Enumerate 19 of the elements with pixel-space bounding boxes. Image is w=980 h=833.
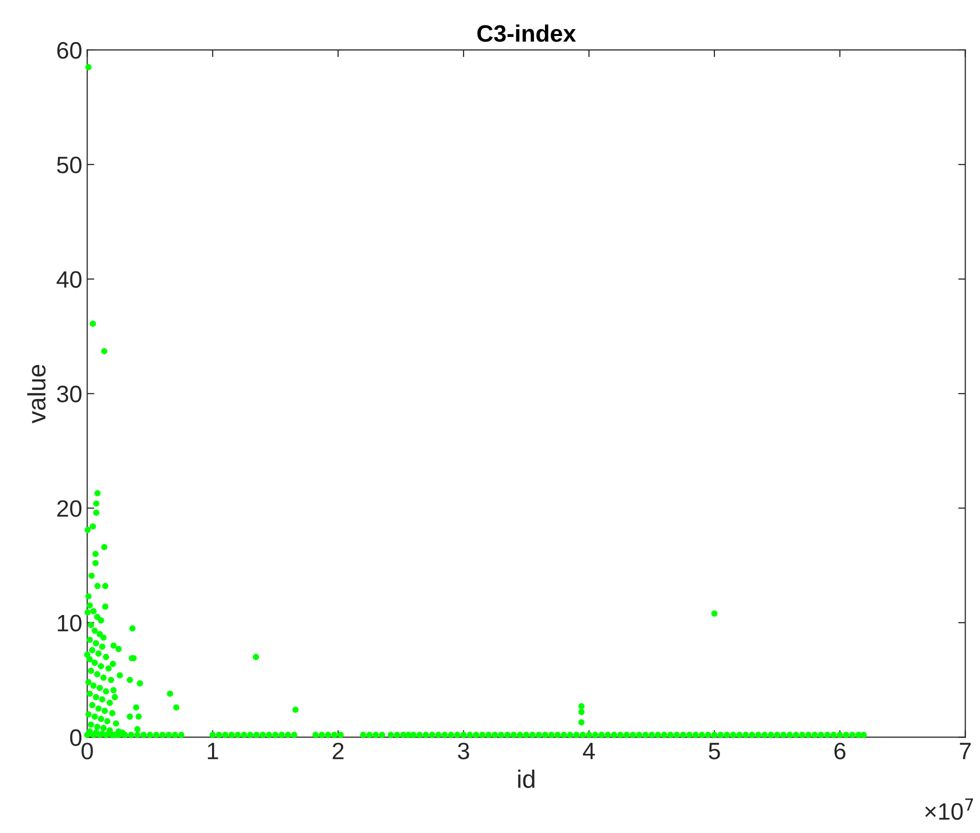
x-tick-label: 5 (708, 742, 720, 760)
x-tick-label: 4 (582, 742, 595, 760)
x-tick-label: 0 (82, 742, 93, 760)
y-tick-label: 0 (70, 729, 82, 746)
y-tick-label: 30 (57, 386, 82, 402)
y-tick-label: 10 (58, 614, 82, 632)
y-tick-label: 20 (57, 500, 82, 517)
chart-title: C3-index (477, 24, 576, 42)
y-tick-label: 40 (56, 271, 82, 288)
y-axis-title: value (27, 364, 46, 424)
x-tick-label: 2 (332, 742, 344, 760)
x-tick-label: 6 (834, 742, 846, 760)
x-tick-label: 1 (208, 742, 218, 760)
text: ×10$^{7}$ (925, 798, 974, 820)
x-axis-title: id (518, 770, 534, 788)
x-tick-label: 3 (458, 742, 470, 760)
y-tick-label: 50 (57, 156, 82, 174)
y-tick-label: 60 (57, 42, 82, 59)
x-tick-label: 7 (960, 742, 971, 760)
